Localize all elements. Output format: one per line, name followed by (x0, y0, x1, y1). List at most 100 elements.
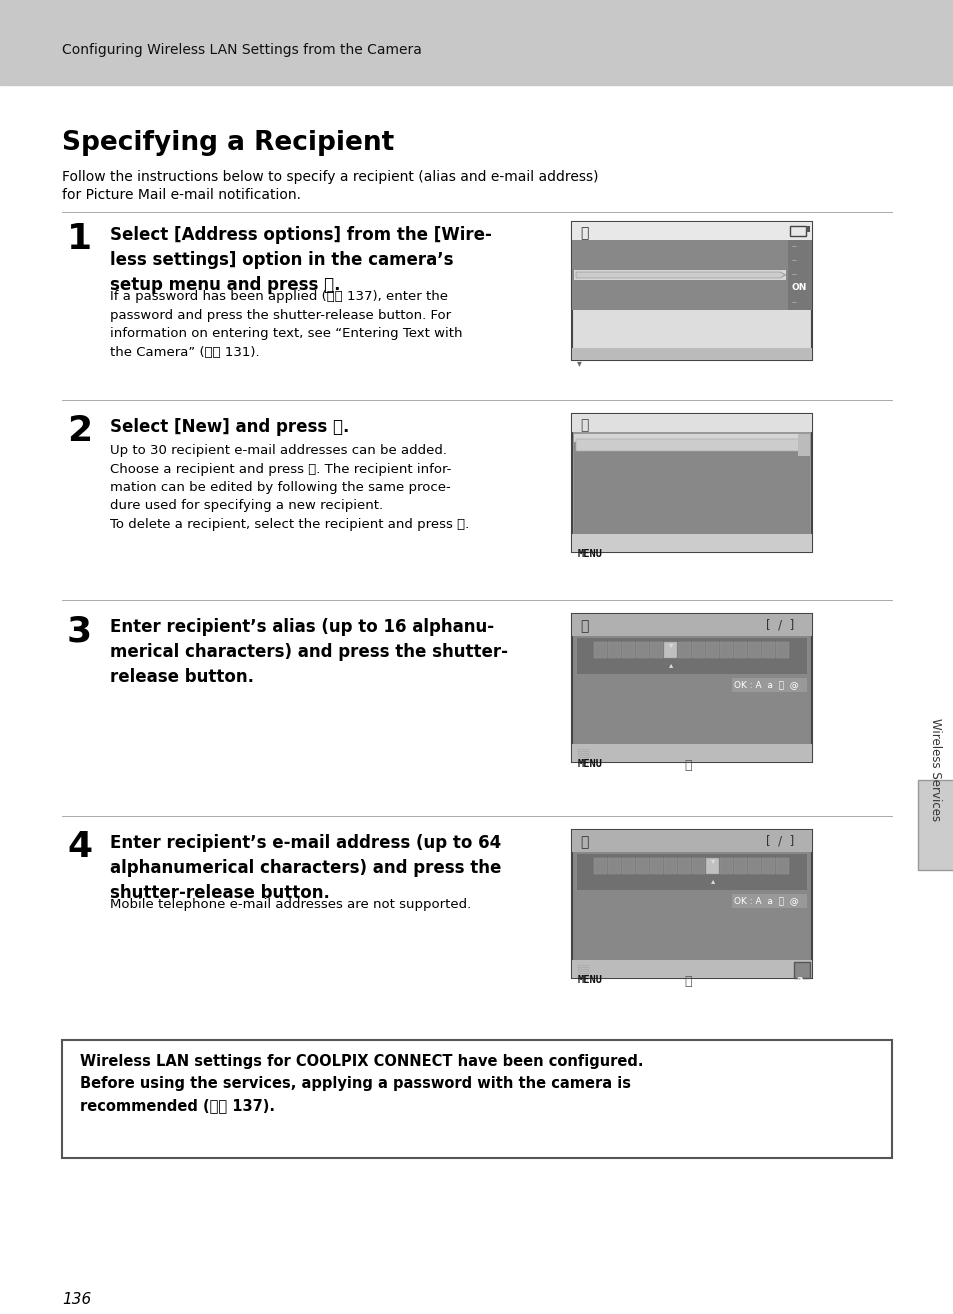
Bar (636, 858, 648, 874)
Bar (731, 678, 806, 692)
Text: Wireless Services: Wireless Services (928, 719, 942, 821)
Bar (733, 643, 746, 658)
Bar (574, 946, 596, 964)
Text: MENU: MENU (578, 975, 602, 986)
Bar (572, 296, 787, 310)
Bar (805, 226, 809, 233)
Bar (649, 643, 662, 658)
Text: 3: 3 (67, 614, 92, 648)
Bar (574, 442, 809, 537)
Bar (789, 226, 805, 237)
Text: 1: 1 (67, 222, 92, 256)
Bar (594, 643, 606, 658)
Bar (787, 254, 811, 268)
Text: ▾: ▾ (710, 855, 715, 865)
Bar (621, 643, 635, 658)
Bar (761, 858, 774, 874)
Text: Select [New] and press ⒪.: Select [New] and press ⒪. (110, 418, 349, 436)
Bar (720, 643, 732, 658)
Bar (917, 781, 953, 870)
Text: ⓔ: ⓔ (683, 759, 691, 773)
Bar (572, 961, 811, 978)
Text: Select [Address options] from the [Wire-
less settings] option in the camera’s
s: Select [Address options] from the [Wire-… (110, 226, 492, 294)
Bar (621, 858, 635, 874)
Bar (572, 240, 787, 254)
Text: ON: ON (791, 283, 806, 292)
Bar (572, 222, 811, 360)
Bar (572, 348, 811, 360)
Text: ▴: ▴ (668, 660, 673, 669)
Text: 4: 4 (67, 830, 92, 865)
Text: Mobile telephone e-mail addresses are not supported.: Mobile telephone e-mail addresses are no… (110, 897, 471, 911)
Bar (607, 643, 620, 658)
Bar (572, 830, 811, 851)
Bar (577, 639, 806, 674)
Text: ⦿: ⦿ (579, 619, 588, 633)
Polygon shape (576, 272, 785, 279)
Bar (574, 269, 785, 280)
Bar (572, 222, 811, 240)
Bar (572, 830, 811, 978)
Bar (572, 414, 811, 432)
Text: MENU: MENU (578, 549, 602, 558)
Text: OK : A  a  ⧮  @: OK : A a ⧮ @ (733, 896, 798, 905)
Bar (572, 254, 787, 268)
Bar (62, 1039, 891, 1158)
Bar (572, 744, 811, 762)
Bar (733, 858, 746, 874)
Bar (761, 643, 774, 658)
Bar (636, 643, 648, 658)
Bar (691, 858, 704, 874)
Text: ?: ? (796, 978, 802, 987)
Bar (0, 0, 953, 85)
Bar (787, 296, 811, 310)
Bar (775, 858, 788, 874)
Text: --: -- (791, 269, 797, 279)
Bar (572, 283, 787, 296)
Text: If a password has been applied (ⓑⓑ 137), enter the
password and press the shutte: If a password has been applied (ⓑⓑ 137),… (110, 290, 462, 359)
Bar (747, 643, 760, 658)
Bar (720, 858, 732, 874)
Text: --: -- (791, 256, 797, 265)
Text: Wireless LAN settings for COOLPIX CONNECT have been configured.: Wireless LAN settings for COOLPIX CONNEC… (80, 1054, 643, 1070)
Bar (607, 858, 620, 874)
Bar (574, 731, 596, 748)
Bar (705, 858, 719, 874)
Bar (663, 643, 677, 658)
Bar (572, 614, 811, 762)
Text: Up to 30 recipient e-mail addresses can be added.
Choose a recipient and press ⒪: Up to 30 recipient e-mail addresses can … (110, 444, 469, 531)
Bar (705, 643, 719, 658)
Bar (577, 854, 806, 890)
Text: ▤: ▤ (577, 962, 590, 976)
Text: Configuring Wireless LAN Settings from the Camera: Configuring Wireless LAN Settings from t… (62, 43, 421, 57)
Text: ⦿: ⦿ (579, 226, 588, 240)
Text: 2: 2 (67, 414, 92, 448)
Bar (574, 434, 809, 456)
Bar (649, 858, 662, 874)
Bar (594, 858, 606, 874)
Text: MENU: MENU (578, 759, 602, 769)
Text: for Picture Mail e-mail notification.: for Picture Mail e-mail notification. (62, 188, 301, 202)
Bar (731, 894, 806, 908)
Text: --: -- (791, 298, 797, 307)
Bar (572, 268, 787, 283)
Text: ⓔ: ⓔ (683, 975, 691, 988)
Text: Enter recipient’s alias (up to 16 alphanu-
merical characters) and press the shu: Enter recipient’s alias (up to 16 alphan… (110, 618, 507, 686)
Bar (797, 434, 809, 456)
Text: Specifying a Recipient: Specifying a Recipient (62, 130, 394, 156)
Text: Follow the instructions below to specify a recipient (alias and e-mail address): Follow the instructions below to specify… (62, 170, 598, 184)
Text: ⦿: ⦿ (579, 418, 588, 432)
Text: [  /  ]: [ / ] (765, 619, 794, 632)
Polygon shape (780, 271, 784, 279)
Bar (787, 240, 811, 254)
Bar (572, 414, 811, 552)
Text: ⦿: ⦿ (579, 834, 588, 849)
Text: 136: 136 (62, 1292, 91, 1307)
Bar (787, 283, 811, 296)
Bar (793, 962, 809, 978)
Bar (572, 533, 811, 552)
Bar (572, 614, 811, 636)
Text: OK : A  a  ⧮  @: OK : A a ⧮ @ (733, 681, 798, 689)
Bar (691, 643, 704, 658)
Text: --: -- (791, 242, 797, 251)
